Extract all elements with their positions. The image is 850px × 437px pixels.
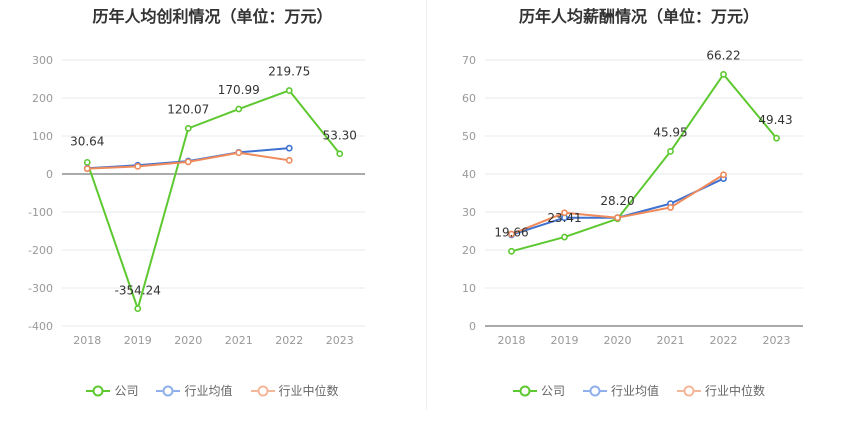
legend-label: 行业均值 bbox=[610, 384, 659, 398]
data-point-industry_median bbox=[134, 162, 142, 170]
data-label-company: -354.24 bbox=[115, 284, 161, 298]
y-tick-label: 0 bbox=[46, 168, 53, 181]
data-label-company: 53.30 bbox=[323, 129, 357, 143]
data-label-company: 49.43 bbox=[758, 113, 792, 127]
data-point-company bbox=[508, 247, 515, 255]
data-point-company bbox=[773, 134, 780, 142]
data-label-company: 219.75 bbox=[268, 64, 310, 78]
x-tick-label: 2023 bbox=[326, 334, 354, 347]
data-point-industry_median bbox=[508, 230, 515, 238]
legend-marker-industry-median bbox=[250, 385, 275, 396]
data-label-company: 23.41 bbox=[547, 211, 581, 225]
salary-per-capita-chart: 历年人均薪酬情况（单位：万元） 70 60 50 40 30 20 10 0 2018 2019 2… bbox=[428, 0, 850, 437]
x-tick-label: 2020 bbox=[174, 334, 202, 347]
y-tick-label: 60 bbox=[462, 92, 476, 105]
data-point-industry_median bbox=[235, 149, 243, 157]
data-label-company: 170.99 bbox=[218, 83, 260, 97]
series-line-company bbox=[86, 89, 341, 310]
y-tick-label: 0 bbox=[469, 320, 476, 333]
x-tick-label: 2018 bbox=[498, 334, 526, 347]
legend-marker-company bbox=[512, 385, 537, 396]
salary-chart-plot: 70 60 50 40 30 20 10 0 2018 2019 2020 2021 2022 2023 1… bbox=[462, 48, 803, 347]
legend-item-industry-median[interactable]: 行业中位数 bbox=[677, 382, 765, 399]
data-point-company bbox=[561, 233, 568, 241]
x-tick-label: 2022 bbox=[710, 334, 738, 347]
x-tick-label: 2018 bbox=[73, 334, 101, 347]
data-label-company: 120.07 bbox=[167, 102, 209, 116]
data-point-industry_median bbox=[184, 158, 192, 166]
panel-divider bbox=[426, 0, 427, 410]
legend-marker-industry-avg bbox=[156, 385, 181, 396]
data-point-industry_median bbox=[614, 214, 621, 222]
y-tick-label: -300 bbox=[28, 282, 53, 295]
y-tick-label: 10 bbox=[462, 282, 476, 295]
profit-per-capita-chart: 历年人均创利情况（单位：万元） 300 200 100 0 -100 -200 -300 -4… bbox=[0, 7, 425, 399]
legend-item-company[interactable]: 公司 bbox=[86, 382, 138, 399]
data-point-company bbox=[235, 105, 243, 113]
data-point-industry_median bbox=[285, 156, 293, 164]
data-label-company: 28.20 bbox=[600, 194, 634, 208]
data-point-company bbox=[667, 147, 674, 155]
chart-legend: 公司 行业均值 行业中位数 bbox=[0, 382, 425, 399]
y-tick-label: 40 bbox=[462, 168, 476, 181]
x-tick-label: 2021 bbox=[225, 334, 253, 347]
legend-label: 公司 bbox=[540, 384, 565, 398]
profit-chart-plot: 300 200 100 0 -100 -200 -300 -400 2018 2019 2020 20… bbox=[28, 54, 365, 347]
data-point-industry_median bbox=[667, 204, 674, 211]
y-tick-label: 20 bbox=[462, 244, 476, 257]
chart-title: 历年人均薪酬情况（单位：万元） bbox=[518, 7, 759, 26]
data-point-industry_median bbox=[720, 171, 727, 179]
legend-label: 行业均值 bbox=[184, 384, 233, 398]
data-label-company: 19.66 bbox=[494, 225, 528, 239]
data-point-company bbox=[134, 305, 142, 313]
y-tick-label: 50 bbox=[462, 130, 476, 143]
y-tick-label: -100 bbox=[28, 206, 53, 219]
x-tick-label: 2022 bbox=[275, 334, 303, 347]
data-point-industry_median bbox=[83, 165, 91, 173]
legend-marker-company bbox=[86, 385, 111, 396]
data-point-company bbox=[83, 158, 91, 166]
x-tick-label: 2019 bbox=[124, 334, 152, 347]
data-label-company: 66.22 bbox=[706, 48, 740, 62]
data-point-company bbox=[184, 124, 192, 132]
legend-item-industry-median[interactable]: 行业中位数 bbox=[250, 382, 339, 399]
data-label-company: 30.64 bbox=[70, 134, 104, 148]
legend-label: 公司 bbox=[114, 384, 139, 398]
y-tick-label: 70 bbox=[462, 54, 476, 67]
y-tick-label: 100 bbox=[32, 130, 53, 143]
x-tick-label: 2023 bbox=[763, 334, 791, 347]
data-point-company bbox=[336, 150, 344, 158]
x-tick-label: 2019 bbox=[551, 334, 579, 347]
x-tick-label: 2021 bbox=[657, 334, 685, 347]
y-tick-label: -400 bbox=[28, 320, 53, 333]
legend-marker-industry-median bbox=[677, 385, 701, 396]
y-tick-label: 30 bbox=[462, 206, 476, 219]
legend-item-company[interactable]: 公司 bbox=[512, 382, 565, 399]
chart-legend: 公司 行业均值 行业中位数 bbox=[428, 382, 850, 399]
data-label-company: 45.95 bbox=[653, 125, 687, 139]
legend-label: 行业中位数 bbox=[705, 384, 766, 398]
chart-title: 历年人均创利情况（单位：万元） bbox=[92, 7, 333, 26]
data-point-company bbox=[720, 70, 727, 78]
legend-marker-industry-avg bbox=[582, 385, 607, 396]
series-line-company bbox=[511, 73, 778, 253]
y-tick-label: 300 bbox=[32, 54, 53, 67]
legend-item-industry-avg[interactable]: 行业均值 bbox=[156, 382, 233, 399]
data-point-industry_median bbox=[561, 209, 568, 217]
legend-item-industry-avg[interactable]: 行业均值 bbox=[582, 382, 659, 399]
y-tick-label: 200 bbox=[32, 92, 53, 105]
legend-label: 行业中位数 bbox=[278, 384, 339, 398]
x-tick-label: 2020 bbox=[604, 334, 632, 347]
data-point-company bbox=[285, 87, 293, 94]
data-point-industry_avg bbox=[285, 144, 293, 152]
y-tick-label: -200 bbox=[28, 244, 53, 257]
